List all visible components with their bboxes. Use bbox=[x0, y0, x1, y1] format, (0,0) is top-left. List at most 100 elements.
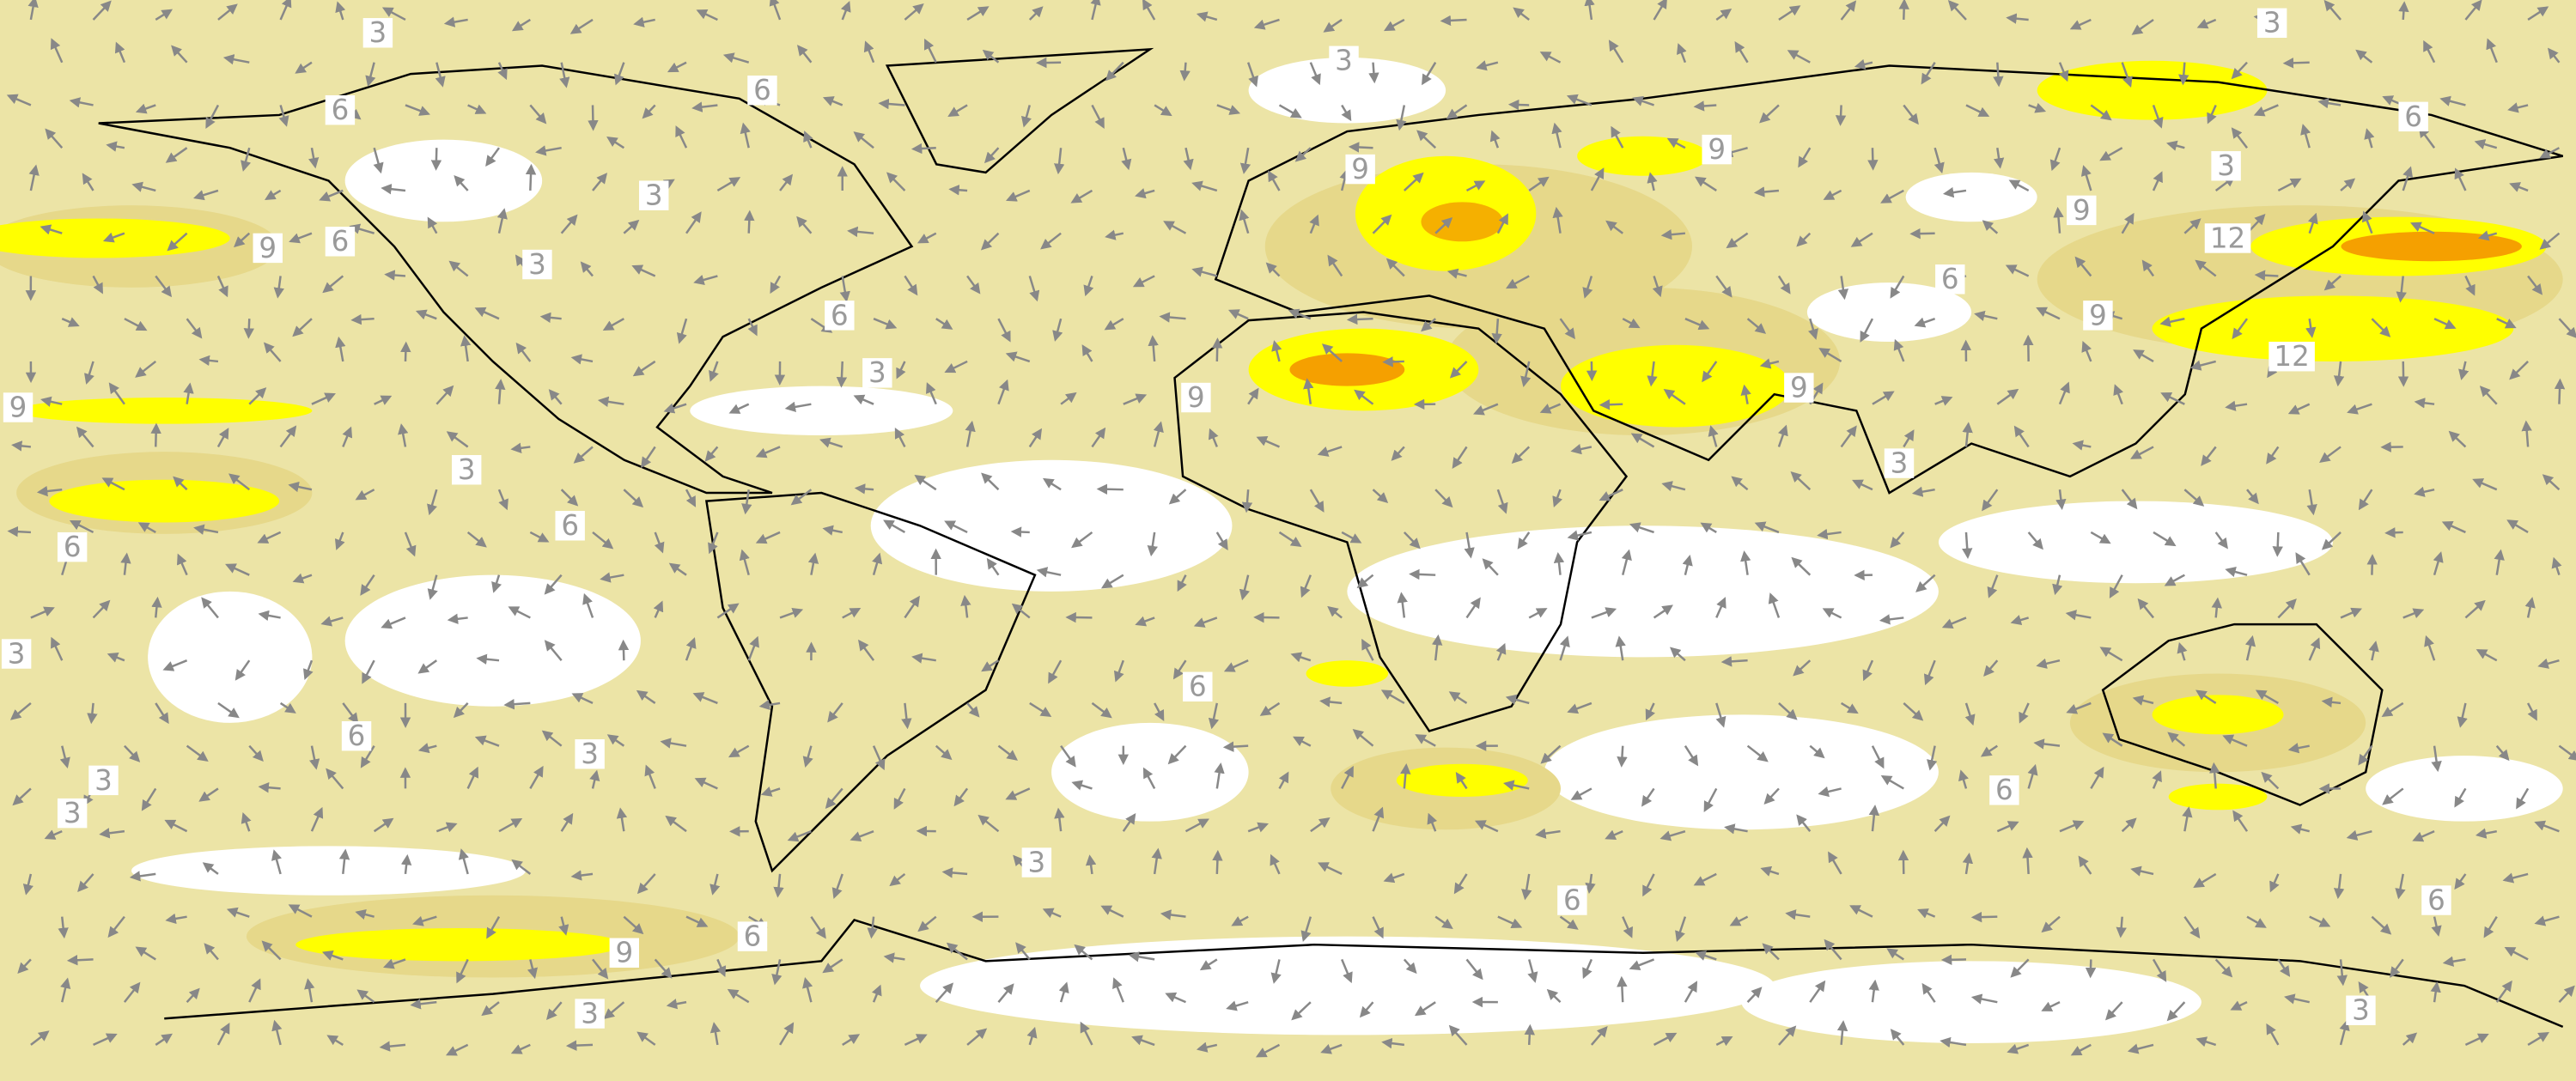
wind-arrow bbox=[1403, 531, 1421, 550]
wind-arrow bbox=[417, 743, 437, 754]
wind-arrow bbox=[747, 318, 758, 337]
wind-arrow bbox=[1934, 396, 1953, 406]
wind-arrow bbox=[1684, 744, 1699, 767]
wind-arrow bbox=[415, 309, 437, 320]
wind-arrow bbox=[2099, 147, 2123, 161]
wind-arrow bbox=[2346, 829, 2372, 841]
wind-arrow bbox=[1184, 818, 1209, 833]
wind-arrow bbox=[1778, 5, 1801, 21]
wind-arrow bbox=[350, 313, 375, 325]
wind-arrow bbox=[446, 431, 469, 448]
wind-arrow bbox=[1824, 938, 1842, 961]
wind-arrow bbox=[107, 915, 125, 938]
wind-arrow bbox=[2431, 745, 2442, 773]
contour-label: 6 bbox=[332, 225, 350, 258]
wind-arrow bbox=[1791, 556, 1812, 576]
wind-arrow bbox=[1840, 0, 1857, 21]
wind-arrow bbox=[66, 955, 94, 966]
wind-arrow bbox=[1962, 422, 1973, 447]
wind-arrow bbox=[129, 871, 156, 882]
wind-arrow bbox=[2340, 607, 2362, 619]
wind-arrow bbox=[448, 260, 469, 277]
wind-arrow bbox=[93, 1033, 118, 1047]
wind-arrow bbox=[2494, 549, 2505, 575]
wind-arrow bbox=[1591, 607, 1617, 619]
wind-arrow bbox=[2195, 259, 2217, 277]
shade-blob bbox=[16, 398, 313, 424]
wind-arrow bbox=[1927, 745, 1938, 771]
wind-arrow bbox=[2464, 0, 2482, 21]
wind-arrow bbox=[1054, 807, 1065, 832]
wind-arrow bbox=[873, 318, 898, 330]
contour-label: 3 bbox=[369, 16, 387, 49]
wind-arrow bbox=[728, 744, 750, 758]
wind-arrow bbox=[2019, 702, 2030, 724]
wind-arrow bbox=[309, 745, 320, 770]
wind-arrow bbox=[373, 817, 394, 833]
wind-arrow bbox=[1040, 232, 1062, 250]
wind-arrow bbox=[597, 396, 624, 408]
wind-arrow bbox=[216, 1022, 230, 1046]
wind-arrow bbox=[2137, 598, 2154, 619]
wind-arrow bbox=[1715, 275, 1733, 298]
wind-arrow bbox=[582, 592, 594, 618]
wind-arrow bbox=[164, 819, 188, 833]
wind-arrow bbox=[2464, 599, 2486, 619]
wind-arrow bbox=[1540, 744, 1562, 764]
wind-arrow bbox=[588, 105, 599, 131]
wind-arrow bbox=[228, 473, 251, 491]
wind-arrow bbox=[1599, 489, 1623, 501]
label-box bbox=[1702, 134, 1732, 165]
wind-arrow bbox=[248, 744, 264, 762]
wind-arrow bbox=[1996, 388, 2019, 405]
wind-arrow bbox=[1787, 50, 1811, 64]
wind-arrow bbox=[1763, 787, 1780, 805]
label-box bbox=[575, 999, 605, 1029]
wind-arrow bbox=[997, 379, 1009, 405]
wind-arrow bbox=[2007, 1043, 2030, 1054]
wind-arrow bbox=[486, 916, 501, 939]
wind-arrow bbox=[896, 361, 906, 380]
contour-label: 9 bbox=[9, 391, 27, 423]
wind-arrow bbox=[1309, 214, 1319, 234]
shade-blob bbox=[1544, 714, 1939, 830]
wind-arrow bbox=[216, 428, 229, 448]
wind-arrow bbox=[404, 531, 417, 557]
wind-arrow bbox=[685, 915, 709, 927]
wind-arrow bbox=[2211, 597, 2222, 618]
wind-arrow bbox=[602, 318, 624, 331]
wind-arrow bbox=[2333, 361, 2345, 387]
wind-arrow bbox=[1246, 62, 1258, 88]
wind-arrow bbox=[944, 520, 968, 534]
wind-arrow bbox=[342, 702, 359, 725]
wind-arrow bbox=[1715, 597, 1726, 618]
wind-arrow bbox=[644, 764, 656, 789]
wind-arrow bbox=[741, 489, 752, 515]
wind-arrow bbox=[1100, 574, 1124, 589]
wind-arrow bbox=[1271, 340, 1282, 362]
contour-label: 3 bbox=[2263, 7, 2281, 39]
wind-arrow bbox=[124, 318, 148, 331]
wind-arrow bbox=[342, 426, 353, 447]
wind-arrow bbox=[1809, 744, 1825, 759]
wind-arrow bbox=[1005, 787, 1031, 800]
wind-arrow bbox=[981, 659, 1000, 672]
label-box bbox=[341, 720, 372, 751]
label-box bbox=[1183, 671, 1213, 702]
wind-arrow bbox=[1465, 597, 1481, 619]
wind-arrow bbox=[1085, 854, 1097, 875]
wind-arrow bbox=[2152, 958, 2167, 982]
wind-arrow bbox=[1777, 424, 1788, 447]
wind-arrow bbox=[515, 342, 532, 362]
wind-arrow bbox=[135, 360, 157, 378]
wind-arrow bbox=[822, 96, 843, 106]
wind-arrow bbox=[632, 360, 656, 377]
wind-arrow bbox=[1611, 125, 1624, 149]
wind-arrow bbox=[1868, 805, 1880, 832]
wind-arrow bbox=[1151, 847, 1162, 875]
wind-arrow bbox=[1528, 176, 1550, 191]
wind-arrow bbox=[548, 389, 563, 405]
wind-arrow bbox=[2496, 318, 2517, 329]
wind-arrow bbox=[58, 916, 69, 939]
wind-arrow bbox=[1585, 873, 1596, 895]
